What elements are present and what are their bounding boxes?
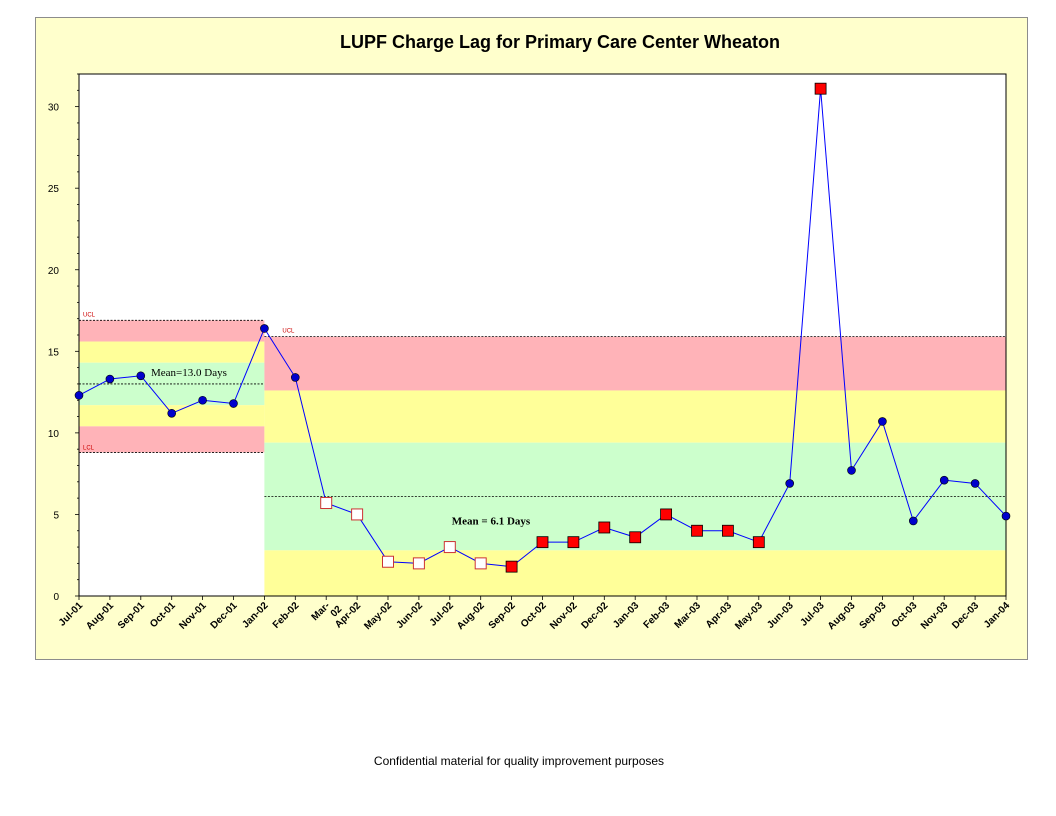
data-point-circle bbox=[290, 373, 300, 382]
x-tick-label: Oct-02 bbox=[519, 600, 549, 630]
data-point-square-open bbox=[474, 557, 487, 570]
y-tick-label: 10 bbox=[48, 429, 60, 440]
x-tick-label: Jul-01 bbox=[57, 600, 86, 629]
data-point-square-open bbox=[382, 555, 394, 568]
lcl-label: LCL bbox=[83, 445, 95, 451]
y-tick-label: 15 bbox=[48, 347, 60, 358]
y-tick-label: 5 bbox=[53, 510, 59, 521]
x-tick-label: Sep-02 bbox=[487, 600, 518, 631]
data-point-circle bbox=[260, 324, 269, 333]
data-point-square-open bbox=[412, 557, 425, 570]
data-point-circle bbox=[785, 479, 795, 488]
control-zone-yellow bbox=[264, 550, 1006, 596]
x-tick-label: Jul-02 bbox=[428, 600, 457, 629]
y-tick-label: 25 bbox=[48, 184, 60, 195]
x-tick-label: Nov-02 bbox=[548, 600, 580, 632]
data-point-square-filled bbox=[691, 524, 703, 537]
data-point-square-filled bbox=[752, 536, 765, 549]
x-tick-label: Dec-02 bbox=[579, 600, 610, 631]
x-tick-label: Sep-01 bbox=[116, 600, 147, 631]
x-tick-label: Jan-04 bbox=[982, 600, 1012, 630]
control-zone-red bbox=[264, 336, 1006, 391]
data-point-square-filled bbox=[536, 536, 549, 549]
data-point-circle bbox=[136, 371, 146, 381]
x-tick-label: Feb-03 bbox=[642, 600, 673, 631]
x-tick-label: Aug-02 bbox=[455, 600, 487, 632]
ucl-label: UCL bbox=[282, 329, 295, 335]
x-tick-label: Mar-03 bbox=[673, 600, 704, 631]
data-point-square-filled bbox=[505, 560, 518, 573]
data-point-circle bbox=[198, 395, 207, 405]
data-point-square-filled bbox=[567, 536, 580, 549]
x-tick-label: Dec-01 bbox=[209, 600, 240, 631]
x-tick-label: Apr-03 bbox=[704, 600, 734, 630]
data-point-square-filled bbox=[598, 521, 611, 534]
x-tick-label: Jul-03 bbox=[799, 600, 828, 629]
footer-note: Confidential material for quality improv… bbox=[373, 754, 665, 768]
x-tick-label: Oct-01 bbox=[148, 600, 178, 630]
y-tick-label: 20 bbox=[48, 266, 60, 277]
x-tick-label: May-03 bbox=[733, 600, 765, 632]
data-point-circle bbox=[908, 516, 918, 526]
data-point-circle bbox=[167, 408, 176, 418]
x-tick-label: Nov-01 bbox=[177, 600, 209, 632]
data-point-circle bbox=[939, 475, 949, 485]
y-tick-label: 30 bbox=[48, 103, 60, 114]
control-zone-red bbox=[79, 320, 265, 342]
ucl-label: UCL bbox=[83, 312, 96, 318]
data-point-circle bbox=[229, 399, 238, 408]
x-tick-label: Feb-02 bbox=[271, 600, 302, 631]
x-tick-label: Jun-03 bbox=[765, 600, 796, 631]
data-point-circle bbox=[847, 466, 856, 475]
chart-title: LUPF Charge Lag for Primary Care Center … bbox=[340, 32, 780, 52]
x-tick-label: May-02 bbox=[362, 600, 394, 632]
x-tick-label: Jan-03 bbox=[611, 600, 641, 630]
data-point-square-filled bbox=[814, 82, 827, 95]
data-point-square-open bbox=[351, 508, 364, 521]
x-tick-label: Aug-03 bbox=[826, 600, 858, 632]
chart-frame: LUPF Charge Lag for Primary Care Center … bbox=[35, 17, 1028, 660]
x-tick-label: Dec-03 bbox=[950, 600, 981, 631]
control-chart: LUPF Charge Lag for Primary Care Center … bbox=[48, 32, 1013, 632]
x-tick-label: Nov-03 bbox=[919, 600, 951, 632]
data-point-circle bbox=[105, 374, 115, 384]
data-point-circle bbox=[878, 417, 887, 426]
control-zone-yellow bbox=[79, 341, 265, 363]
mean-label: Mean = 6.1 Days bbox=[452, 515, 531, 527]
x-tick-label: Sep-03 bbox=[858, 600, 889, 631]
data-point-square-open bbox=[443, 541, 456, 554]
data-point-circle bbox=[1001, 511, 1011, 521]
data-point-square-filled bbox=[660, 508, 672, 521]
x-tick-label: Jan-02 bbox=[240, 600, 270, 630]
data-point-circle bbox=[74, 391, 84, 400]
x-tick-label: Jun-02 bbox=[394, 600, 425, 631]
mean-label: Mean=13.0 Days bbox=[151, 367, 227, 379]
x-tick-label: Aug-01 bbox=[84, 600, 116, 632]
data-point-square-filled bbox=[722, 524, 734, 537]
control-zone-yellow bbox=[264, 390, 1006, 443]
data-point-circle bbox=[970, 479, 980, 488]
x-tick-label: Oct-03 bbox=[890, 600, 920, 630]
control-zone-red bbox=[79, 426, 265, 453]
data-point-square-filled bbox=[629, 531, 642, 544]
data-point-square-open bbox=[320, 497, 333, 510]
y-tick-label: 0 bbox=[53, 592, 59, 603]
